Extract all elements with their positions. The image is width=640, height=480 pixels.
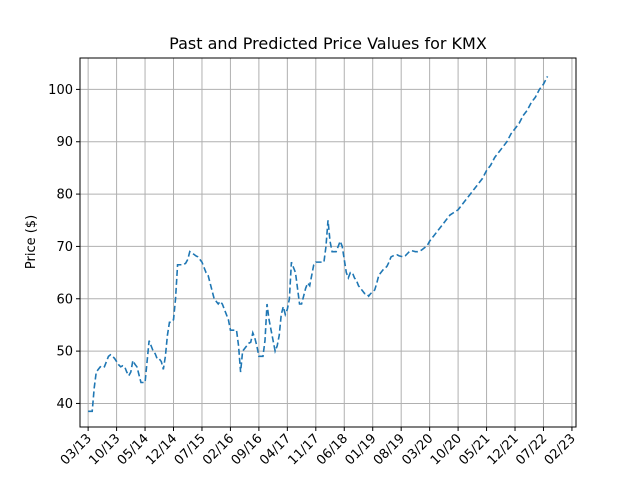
- y-tick-label: 100: [48, 83, 73, 98]
- x-tick-label: 11/17: [286, 431, 323, 468]
- x-tick-label: 05/21: [456, 431, 493, 468]
- y-tick-label: 70: [56, 240, 73, 255]
- x-tick-label: 07/15: [172, 431, 209, 468]
- x-tick-label: 03/20: [399, 431, 436, 468]
- x-tick-label: 05/14: [115, 431, 152, 468]
- price-series-line: [88, 75, 549, 413]
- x-tick-label: 06/18: [314, 431, 351, 468]
- x-tick-label: 09/16: [229, 431, 266, 468]
- y-tick-label: 90: [56, 135, 73, 150]
- grid: [80, 58, 576, 427]
- y-tick-label: 60: [56, 292, 73, 307]
- x-tick-label: 04/17: [257, 431, 294, 468]
- chart-title: Past and Predicted Price Values for KMX: [169, 34, 487, 53]
- series-layer: [88, 75, 549, 413]
- x-tick-label: 08/19: [371, 431, 408, 468]
- x-tick-label: 02/23: [542, 431, 579, 468]
- x-tick-label: 10/20: [428, 431, 465, 468]
- x-tick-label: 12/21: [485, 431, 522, 468]
- x-tick-label: 01/19: [342, 431, 379, 468]
- y-tick-label: 80: [56, 188, 73, 203]
- x-tick-label: 02/16: [200, 431, 237, 468]
- y-axis-label: Price ($): [24, 215, 39, 269]
- x-tick-label: 12/14: [143, 431, 180, 468]
- x-tick-label: 10/13: [86, 431, 123, 468]
- x-tick-label: 07/22: [513, 431, 550, 468]
- y-tick-label: 40: [56, 397, 73, 412]
- y-tick-label: 50: [56, 345, 73, 360]
- plot-frame: [79, 57, 577, 428]
- ticks: 03/1310/1305/1412/1407/1502/1609/1604/17…: [48, 83, 579, 468]
- x-tick-label: 03/13: [58, 431, 95, 468]
